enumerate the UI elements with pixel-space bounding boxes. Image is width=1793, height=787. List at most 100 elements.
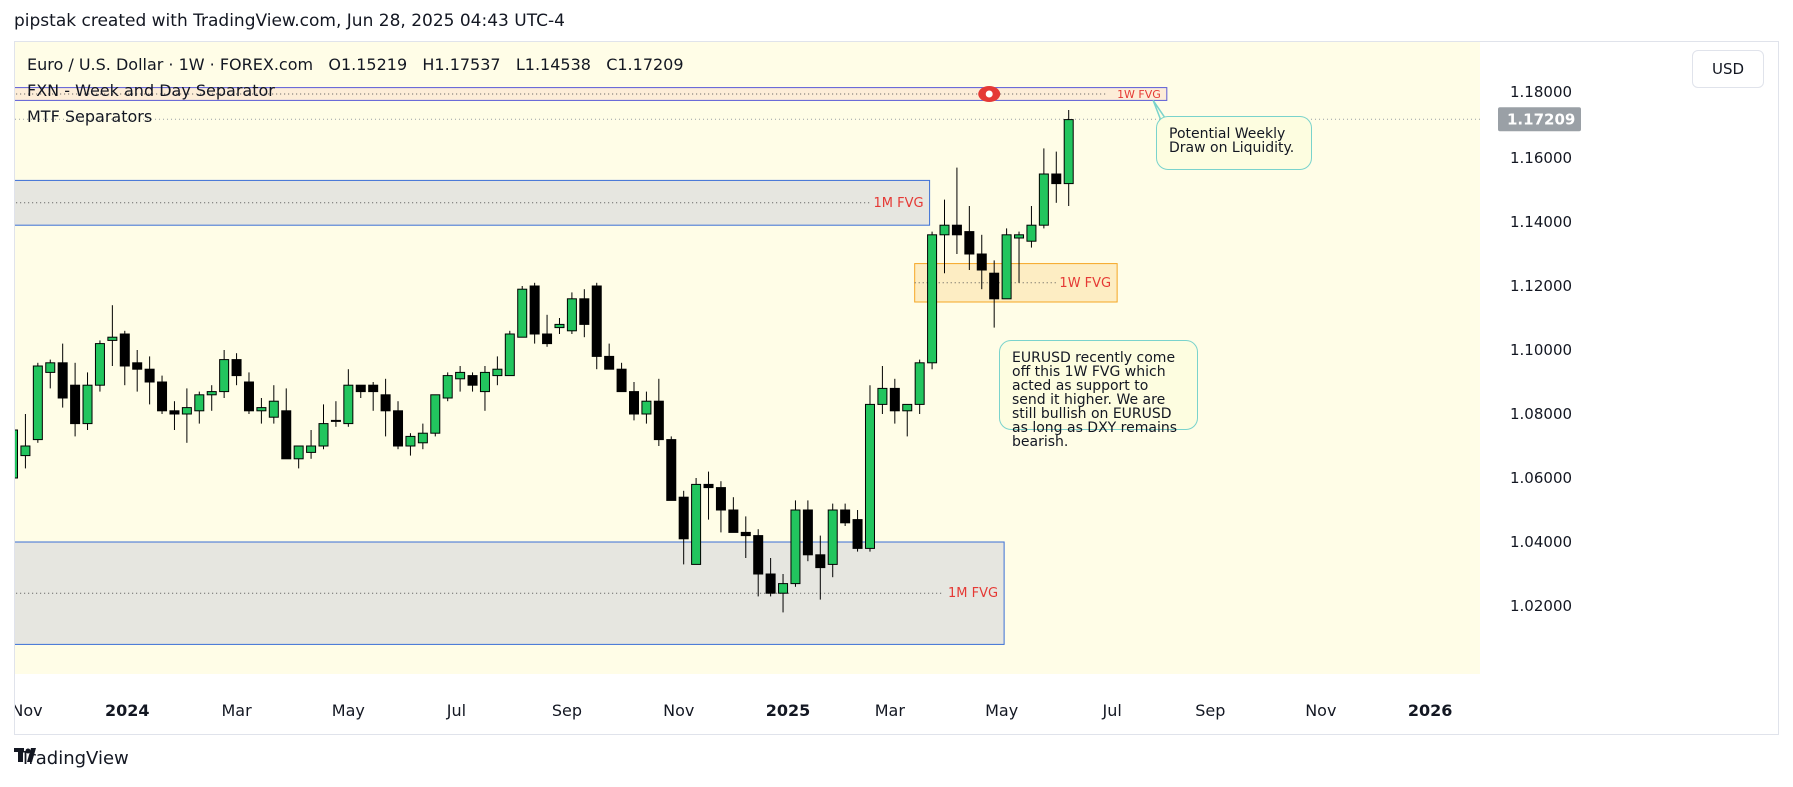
candle-bull	[442, 375, 453, 399]
symbol-title[interactable]: Euro / U.S. Dollar · 1W · FOREX.com	[27, 55, 314, 74]
time-tick-label: Sep	[552, 701, 582, 720]
candle-bull	[32, 365, 43, 441]
candle-bull	[864, 403, 875, 549]
candle-bull	[479, 371, 490, 393]
time-tick-label: Nov	[15, 701, 43, 720]
candle-bull	[94, 343, 105, 386]
candle-bull	[417, 432, 428, 444]
candle-bull	[492, 368, 503, 377]
time-tick-label: 2026	[1408, 701, 1453, 720]
candle-bear	[144, 368, 155, 383]
candle-bear	[840, 509, 851, 524]
candle-bull	[902, 403, 913, 412]
candle-bear	[715, 487, 726, 511]
candle-bull	[927, 234, 938, 364]
candle-bear	[604, 355, 615, 370]
time-tick-label: 2024	[105, 701, 150, 720]
candle-bear	[579, 298, 590, 325]
candle-bull	[504, 333, 515, 377]
candle-bear	[678, 496, 689, 540]
candle-bull	[914, 362, 925, 405]
footer-brand[interactable]: TradingView	[14, 748, 129, 769]
candle-bull	[641, 400, 652, 415]
candle-bear	[119, 333, 130, 367]
chart-legend: Euro / U.S. Dollar · 1W · FOREX.com O1.1…	[27, 52, 684, 130]
candle-bull	[778, 583, 789, 594]
time-axis-background	[15, 674, 1480, 734]
time-tick-label: May	[332, 701, 365, 720]
price-tick-label: 1.06000	[1510, 469, 1572, 487]
candle-bull	[827, 509, 838, 565]
candle-bear	[629, 391, 639, 415]
chart-frame[interactable]: 1M FVG 1M FVG 1W FVG 1W FVG 1.02000 1.04000 1.…	[14, 41, 1779, 735]
candle-bull	[219, 359, 230, 393]
currency-button[interactable]: USD	[1692, 50, 1764, 88]
candle-bull	[256, 407, 267, 412]
candle-bull	[455, 371, 466, 380]
header-credit: pipstak created with TradingView.com, Ju…	[14, 11, 565, 31]
fvg-zone	[15, 541, 1005, 645]
candle-bull	[343, 384, 354, 425]
candle-bull	[1026, 224, 1037, 242]
chart-canvas[interactable]: 1M FVG 1M FVG 1W FVG 1W FVG 1.02000 1.04000 1.…	[15, 42, 1778, 734]
candle-bull	[107, 336, 118, 341]
candle-bull	[20, 445, 31, 457]
last-price-badge-label: 1.17209	[1507, 110, 1575, 128]
candle-bull	[405, 435, 416, 447]
last-price-badge	[1498, 107, 1581, 132]
candle-bull	[430, 394, 441, 434]
footer-brand-text: TradingView	[20, 748, 129, 769]
candle-bull	[206, 391, 217, 396]
candle-bull	[318, 423, 329, 447]
candle-bear	[380, 394, 391, 412]
time-tick-label: Sep	[1195, 701, 1225, 720]
candle-bear	[355, 384, 366, 393]
candle-bear	[815, 554, 826, 569]
price-tick-label: 1.12000	[1510, 277, 1572, 295]
time-tick-label: Nov	[1305, 701, 1336, 720]
candle-bull	[330, 419, 341, 422]
price-tick-label: 1.02000	[1510, 597, 1572, 615]
time-tick-label: 2025	[766, 701, 811, 720]
candle-bull	[1001, 234, 1012, 300]
candle-bear	[467, 375, 478, 386]
fvg-zone	[15, 87, 1168, 101]
price-tick-label: 1.16000	[1510, 149, 1572, 167]
candle-bear	[765, 573, 776, 594]
candle-bear	[368, 384, 379, 393]
ohlc-open: O1.15219	[328, 55, 408, 74]
candle-bull	[306, 445, 317, 453]
fvg-label: 1W FVG	[1117, 88, 1161, 101]
legend-symbol-row: Euro / U.S. Dollar · 1W · FOREX.com O1.1…	[27, 52, 684, 78]
eye-icon	[978, 86, 1001, 102]
candle-bull	[45, 362, 56, 373]
time-tick-label: May	[985, 701, 1018, 720]
candle-bear	[169, 410, 180, 415]
candle-bear	[951, 224, 962, 236]
note-eurusd-text: EURUSD recently come off this 1W FVG whi…	[1012, 350, 1178, 450]
candle-bear	[703, 483, 714, 489]
candle-bear	[132, 362, 143, 370]
candle-bear	[753, 535, 764, 575]
ohlc-low: L1.14538	[515, 55, 591, 74]
candle-bear	[889, 387, 900, 412]
fvg-label: 1M FVG	[948, 586, 998, 601]
candle-bear	[542, 333, 553, 345]
fvg-label: 1M FVG	[874, 196, 924, 211]
candle-bear	[964, 231, 975, 255]
candle-bear	[70, 384, 81, 425]
indicator-week-day-separator[interactable]: FXN - Week and Day Separator	[27, 81, 275, 100]
fvg-label: 1W FVG	[1059, 276, 1111, 291]
note-weekly-text: Potential Weekly Draw on Liquidity.	[1169, 126, 1295, 156]
note-weekly-liquidity: Potential Weekly Draw on Liquidity.	[1156, 116, 1312, 170]
candle-bull	[517, 288, 528, 338]
time-tick-label: Jul	[446, 701, 466, 720]
candle-bear	[281, 410, 292, 460]
candle-bear	[393, 410, 404, 447]
candle-bull	[194, 394, 205, 412]
candle-bear	[57, 362, 68, 399]
candle-bull	[566, 298, 577, 332]
time-tick-label: Nov	[663, 701, 694, 720]
candle-bull	[1014, 234, 1025, 239]
indicator-mtf-separators[interactable]: MTF Separators	[27, 107, 153, 126]
